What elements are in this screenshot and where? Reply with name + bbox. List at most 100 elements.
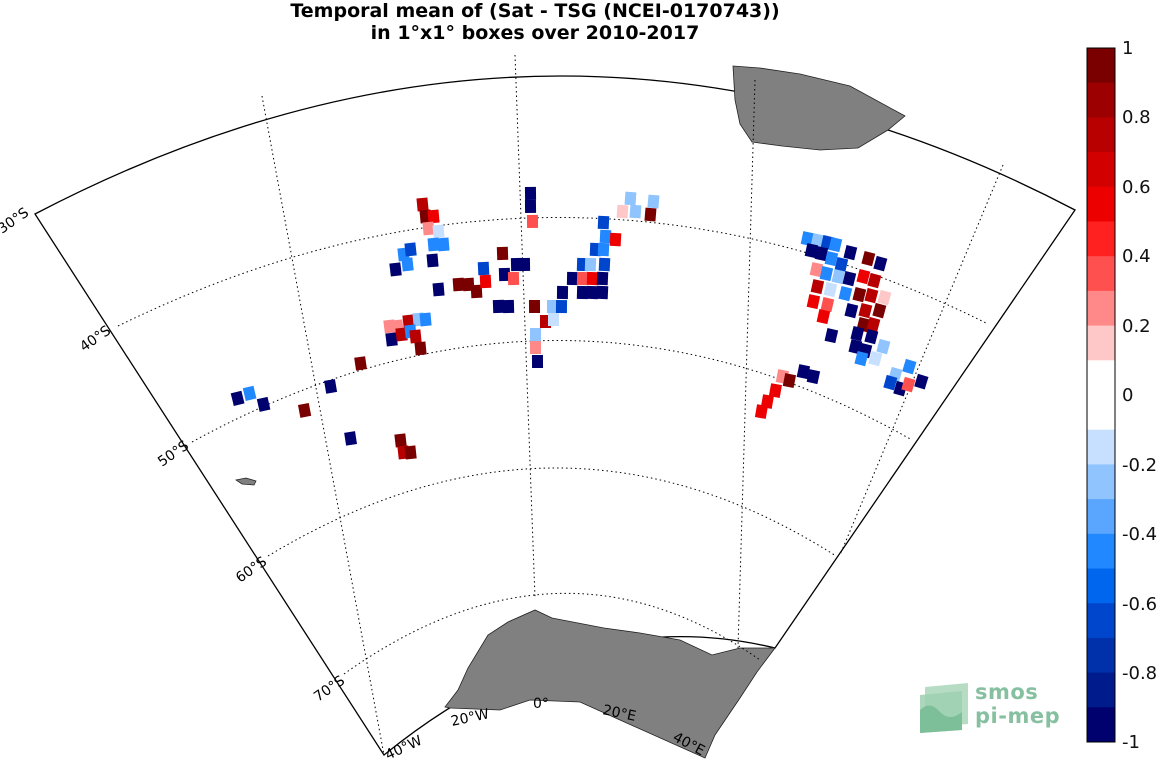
data-cell — [823, 282, 838, 298]
data-cell — [507, 271, 520, 286]
data-cell — [256, 396, 271, 412]
data-cell — [528, 299, 541, 314]
data-cell — [644, 207, 657, 222]
colorbar-band — [1087, 186, 1115, 222]
data-cell — [831, 269, 846, 285]
data-cell — [864, 287, 879, 304]
data-cell — [401, 257, 414, 272]
smos-pimep-logo — [920, 683, 968, 733]
colorbar-band — [1087, 290, 1115, 327]
data-cell — [629, 204, 642, 219]
data-cell — [502, 299, 515, 314]
data-cell — [800, 231, 815, 247]
data-cell — [819, 266, 834, 282]
data-cell — [394, 433, 407, 448]
colorbar-band — [1087, 637, 1115, 674]
data-cell — [806, 294, 821, 310]
land-antarctica — [444, 609, 776, 759]
data-cell — [814, 246, 829, 262]
data-cell — [518, 257, 531, 272]
data-cell — [586, 285, 599, 300]
data-cell — [427, 237, 440, 252]
colorbar-tick-1: 1 — [1122, 38, 1134, 59]
colorbar-band — [1087, 117, 1115, 153]
data-cell — [597, 242, 610, 257]
data-cell — [555, 299, 568, 314]
data-cell — [810, 279, 825, 295]
colorbar-tick-0-4: 0.4 — [1122, 246, 1151, 267]
data-cell — [834, 257, 849, 273]
data-cell — [419, 312, 432, 327]
data-cell — [598, 257, 611, 272]
data-cell — [844, 302, 859, 319]
data-cell — [432, 282, 445, 297]
data-cell — [389, 262, 402, 277]
map-title-line2: in 1°x1° boxes over 2010-2017 — [370, 22, 700, 44]
data-cell — [824, 251, 839, 267]
data-cell — [354, 356, 367, 371]
data-cell — [385, 332, 398, 347]
data-cell — [496, 246, 509, 261]
colorbar-band — [1087, 221, 1115, 257]
data-cell — [810, 233, 825, 249]
colorbar-tick-0-8: 0.8 — [1122, 107, 1151, 128]
data-cell — [584, 257, 597, 272]
lon-label-20e: 20°E — [601, 702, 637, 725]
data-cell — [868, 350, 883, 367]
data-cell — [877, 289, 892, 306]
data-cell — [782, 373, 797, 389]
colorbar-tick-m0-2: -0.2 — [1122, 455, 1158, 476]
colorbar-band — [1087, 568, 1115, 604]
data-cell — [852, 286, 867, 303]
data-cell — [324, 379, 338, 394]
data-cell — [416, 197, 429, 212]
data-cell — [843, 244, 858, 261]
data-cell — [547, 312, 560, 327]
data-cells — [230, 186, 929, 460]
colorbar-tick-0-2: 0.2 — [1122, 316, 1151, 337]
data-cell — [872, 302, 887, 319]
data-cell — [854, 350, 869, 367]
data-cell — [409, 329, 422, 344]
data-cell — [624, 191, 637, 206]
data-cell — [856, 268, 871, 285]
data-cell — [540, 315, 551, 328]
data-cell — [609, 232, 622, 247]
data-cell — [427, 209, 440, 224]
colorbar-band — [1087, 707, 1115, 743]
data-cell — [524, 186, 537, 201]
data-cell — [242, 385, 257, 401]
data-cell — [586, 271, 599, 286]
data-cell — [404, 242, 417, 257]
data-cell — [531, 354, 544, 369]
data-cell — [576, 285, 589, 300]
data-cell — [596, 271, 609, 286]
colorbar-band — [1087, 152, 1115, 188]
lat-label-30s: 30°S — [0, 205, 32, 238]
data-cell — [850, 325, 865, 342]
data-cell — [437, 237, 450, 252]
colorbar-tick-m0-6: -0.6 — [1122, 594, 1158, 615]
data-cell — [816, 309, 831, 325]
colorbar-tick-0: 0 — [1122, 385, 1134, 406]
data-cell — [824, 328, 839, 344]
data-cell — [596, 285, 609, 300]
data-cell — [297, 402, 312, 418]
data-cell — [876, 338, 891, 355]
colorbar-band — [1087, 325, 1115, 361]
data-cell — [426, 253, 439, 268]
data-cell — [858, 302, 873, 319]
data-cell — [914, 373, 929, 390]
logo-text-pimep: pi-mep — [975, 704, 1061, 728]
data-cell — [796, 364, 811, 380]
data-cell — [422, 221, 435, 236]
land-africa — [732, 65, 906, 151]
data-cell — [883, 374, 898, 391]
data-cell — [395, 327, 408, 342]
data-cell — [529, 340, 542, 355]
data-cell — [556, 285, 569, 300]
colorbar-band — [1087, 256, 1115, 292]
colorbar — [1087, 48, 1115, 743]
data-cell — [873, 255, 888, 272]
